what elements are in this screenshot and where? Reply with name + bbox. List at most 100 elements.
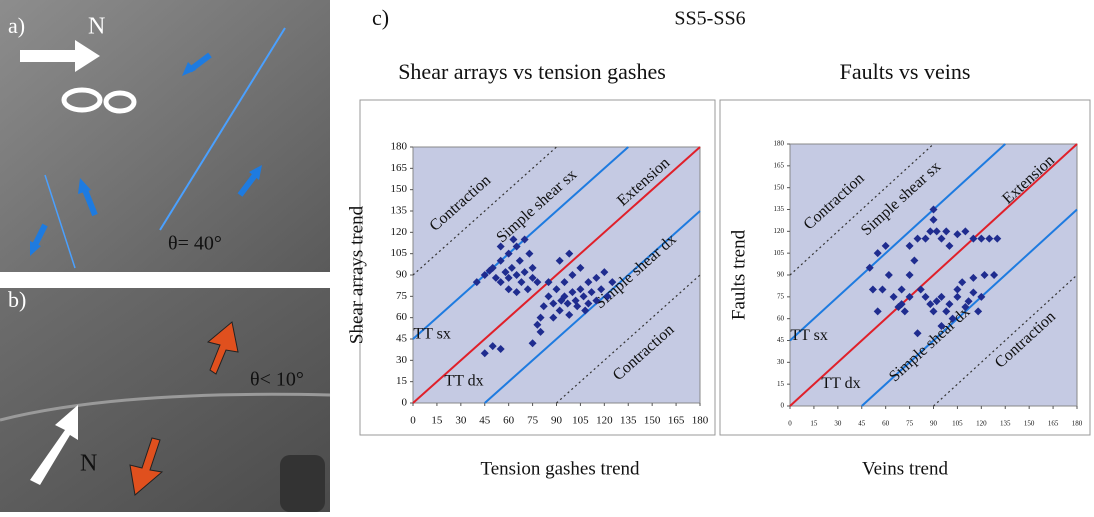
data-point (533, 278, 542, 287)
data-point (592, 273, 601, 282)
panel-label: c) (372, 5, 389, 30)
data-point (571, 296, 580, 305)
data-point (926, 300, 935, 309)
data-point (512, 242, 521, 251)
reference-line (789, 143, 934, 276)
reference-line (789, 143, 1078, 407)
data-point (536, 313, 545, 322)
data-point (525, 249, 534, 258)
x-tick-label: 120 (596, 415, 613, 427)
x-tick-label: 135 (620, 415, 637, 427)
x-tick-label: 15 (431, 415, 443, 427)
x-tick-label: 15 (810, 420, 818, 428)
data-point (974, 307, 983, 316)
data-point (937, 234, 946, 243)
y-tick-label: 30 (396, 354, 408, 366)
x-tick-label: 150 (644, 415, 661, 427)
data-point (515, 256, 524, 265)
data-point (509, 235, 518, 244)
y-tick-label: 150 (774, 183, 785, 191)
x-tick-label: 165 (1048, 420, 1059, 428)
data-point (549, 299, 558, 308)
data-point (544, 278, 553, 287)
annotation: TT sx (790, 327, 827, 344)
data-point (926, 227, 935, 236)
data-point (913, 329, 922, 338)
data-point (584, 278, 593, 287)
data-point (560, 278, 569, 287)
photo-a: a) N θ= 40° (0, 0, 330, 272)
data-point (507, 263, 516, 272)
reference-line (556, 274, 701, 404)
x-tick-label: 0 (788, 420, 792, 428)
data-point (929, 205, 938, 214)
annotation: TT sx (413, 325, 450, 342)
data-point (900, 307, 909, 316)
angle-label: θ= 40° (168, 233, 222, 255)
data-point (512, 288, 521, 297)
data-point (929, 307, 938, 316)
data-point (961, 303, 970, 312)
data-point (584, 299, 593, 308)
y-tick-label: 180 (391, 141, 408, 153)
x-tick-label: 60 (882, 420, 890, 428)
x-tick-label: 105 (952, 420, 963, 428)
reference-line (484, 210, 701, 404)
reference-line (412, 146, 701, 404)
y-tick-label: 0 (781, 402, 785, 410)
data-point (977, 292, 986, 301)
x-tick-label: 75 (527, 415, 539, 427)
y-tick-label: 45 (777, 336, 785, 344)
data-point (948, 314, 957, 323)
x-tick-label: 180 (1072, 420, 1083, 428)
x-tick-label: 120 (976, 420, 987, 428)
x-axis-label: Tension gashes trend (480, 458, 640, 479)
data-point (488, 342, 497, 351)
data-point (565, 310, 574, 319)
data-point (512, 271, 521, 279)
data-point (937, 292, 946, 301)
data-point (560, 292, 569, 301)
chart-title: Shear arrays vs tension gashes (398, 59, 666, 84)
data-point (523, 285, 532, 294)
data-point (945, 241, 954, 250)
data-point (905, 241, 914, 250)
data-point (576, 263, 585, 272)
y-tick-label: 135 (391, 205, 408, 217)
figure-title: SS5-SS6 (674, 8, 745, 30)
x-tick-label: 45 (479, 415, 491, 427)
data-point (873, 307, 882, 316)
y-tick-label: 90 (396, 269, 408, 281)
data-point (480, 271, 489, 279)
data-point (980, 271, 989, 279)
y-axis-label: Faults trend (728, 229, 749, 320)
x-tick-label: 165 (668, 415, 685, 427)
data-point (937, 321, 946, 330)
data-point (990, 271, 999, 279)
data-point (576, 285, 585, 294)
data-point (921, 234, 930, 243)
data-point (496, 256, 505, 265)
x-tick-label: 75 (906, 420, 914, 428)
data-point (600, 268, 609, 277)
data-point (913, 234, 922, 243)
y-tick-label: 135 (774, 205, 785, 213)
data-point (517, 278, 526, 287)
data-point (916, 285, 925, 294)
reference-line (412, 146, 557, 276)
north-label: N (88, 14, 105, 40)
y-tick-label: 105 (774, 249, 785, 257)
data-point (520, 268, 529, 277)
angle-label: θ< 10° (250, 369, 304, 391)
data-point (921, 292, 930, 301)
y-tick-label: 165 (774, 161, 785, 169)
data-point (496, 344, 505, 353)
data-point (932, 227, 941, 236)
data-point (496, 242, 505, 251)
data-point (568, 271, 577, 279)
data-point (539, 302, 548, 311)
y-tick-label: 60 (777, 314, 785, 322)
y-tick-label: 120 (774, 227, 785, 235)
y-tick-label: 75 (396, 290, 408, 302)
